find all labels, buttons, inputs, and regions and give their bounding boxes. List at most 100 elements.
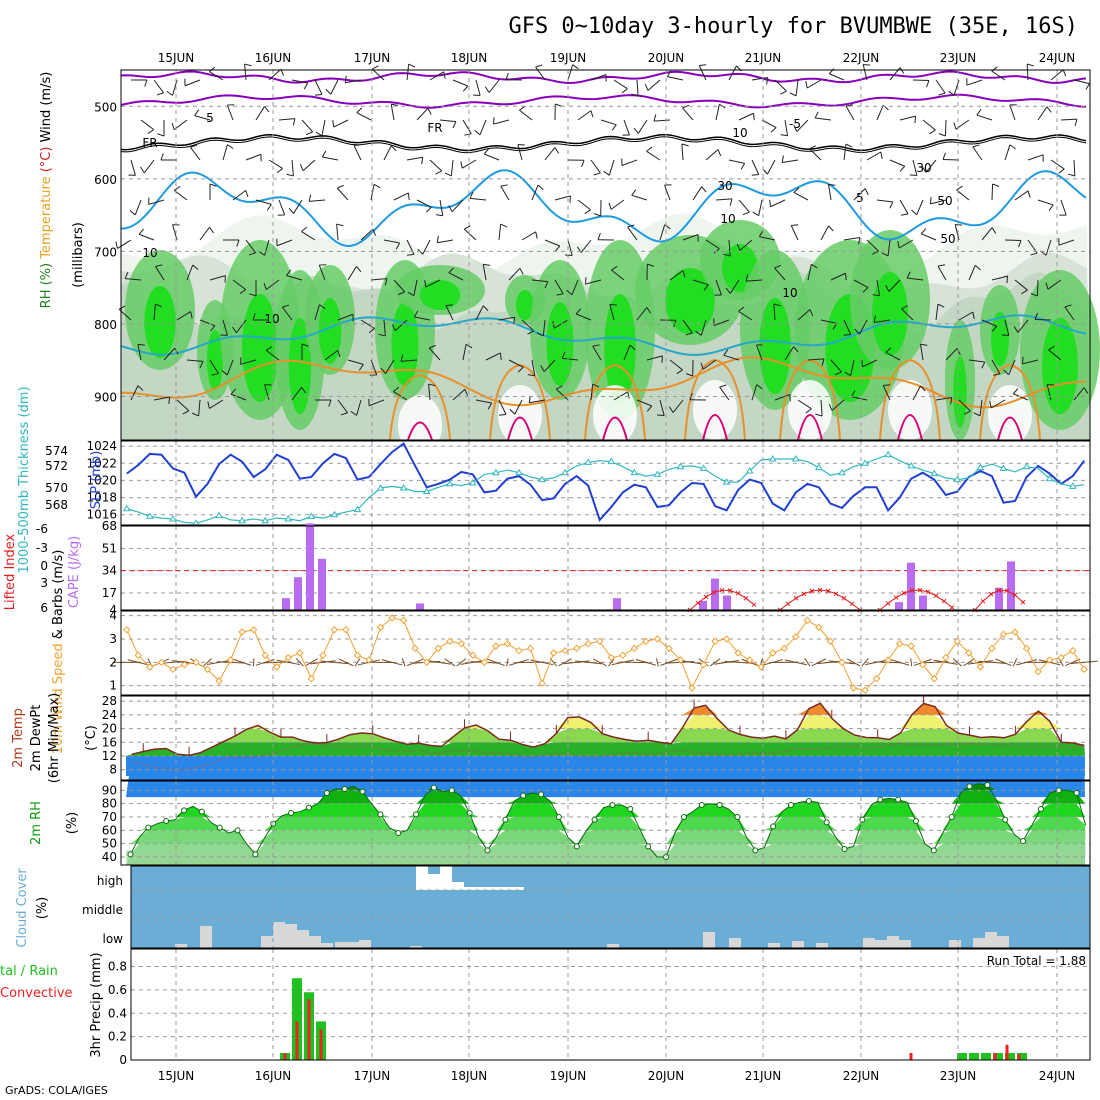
wind-barb xyxy=(876,105,884,121)
wind-barb xyxy=(383,239,400,244)
cloud-tick-label: high xyxy=(97,874,123,888)
wind-barb-flag xyxy=(911,209,918,216)
wind-barb xyxy=(613,79,628,90)
wind-barb xyxy=(278,199,286,216)
upper-air-panel: 5 -5 FR FR 10 10 5 10 10 30 50 10 30 50 500 600 700 800 90… xyxy=(39,51,1100,455)
wind-barb-flag xyxy=(325,88,332,95)
precip-total-bar xyxy=(981,1052,991,1060)
wind-barb xyxy=(406,156,423,161)
wind-barb-flag xyxy=(1001,334,1009,337)
rh-marker xyxy=(912,818,919,824)
wind-speed-marker xyxy=(826,637,835,646)
wind-barb xyxy=(575,313,592,321)
wind-barb xyxy=(153,396,170,401)
wind-barb xyxy=(1022,359,1039,365)
wind-barb xyxy=(963,658,975,667)
wind-barb xyxy=(456,658,467,667)
wind-barb xyxy=(381,659,403,666)
wind-barb xyxy=(498,316,515,321)
wind-barb-flag xyxy=(575,308,582,315)
wind-barb-flag xyxy=(527,330,534,335)
wind-barb-flag xyxy=(407,291,415,297)
wind-barb xyxy=(1050,159,1065,170)
wind-barb xyxy=(907,277,924,281)
wind-barb xyxy=(945,348,958,361)
wind-barb-flag xyxy=(166,90,173,96)
wind-barb xyxy=(861,658,869,667)
wind-barb xyxy=(853,279,869,288)
wind-barb-flag xyxy=(863,63,871,66)
thickness-marker xyxy=(722,478,731,485)
wind-barb-flag xyxy=(920,385,926,392)
thickness-tick-label: 568 xyxy=(45,498,68,512)
wind-barb xyxy=(830,359,842,373)
wind-barb xyxy=(203,658,212,667)
wind-barb xyxy=(830,272,846,281)
rh-blob-90 xyxy=(516,290,534,320)
wind-barb-flag xyxy=(171,122,175,130)
wind-barb-flag xyxy=(828,403,833,411)
temp-band xyxy=(126,703,1085,715)
thickness-marker xyxy=(999,464,1008,471)
wind-barb-flag xyxy=(740,163,746,170)
wind-speed-marker xyxy=(526,644,535,653)
wind-barb xyxy=(627,226,638,241)
wind-barb xyxy=(498,399,507,415)
contour-label: FR xyxy=(427,121,442,135)
cloud-high-bar xyxy=(428,874,440,890)
wind-barb-flag xyxy=(653,114,657,122)
li-tick-label: 6 xyxy=(40,601,48,615)
cloud-high-bar xyxy=(452,882,464,890)
wind-barb xyxy=(738,112,754,121)
wind-barb-flag xyxy=(408,63,416,68)
wind-barb-flag xyxy=(337,184,344,189)
wind-barb-flag xyxy=(629,344,636,351)
wind-tick-label: 3 xyxy=(109,632,117,646)
wind-barb xyxy=(268,68,282,81)
cloud-high-bar xyxy=(464,887,524,890)
wind-barb xyxy=(991,359,1001,375)
rh-band xyxy=(126,817,1086,831)
rh-marker xyxy=(555,814,562,820)
wind-speed-marker xyxy=(123,625,131,634)
rh-marker xyxy=(805,798,812,804)
precip-total-bar xyxy=(993,1052,1003,1060)
wind-barb-flag xyxy=(1013,326,1019,333)
thickness-marker xyxy=(607,457,616,465)
wind-barb xyxy=(276,239,293,247)
rh-marker xyxy=(538,791,545,798)
date-tick-label: 21JUN xyxy=(745,51,782,65)
rh-marker xyxy=(323,790,330,796)
thickness-marker xyxy=(953,475,962,483)
wind-barb-flag xyxy=(584,209,591,215)
wind-barb xyxy=(968,265,976,281)
wind-barb xyxy=(140,119,155,131)
wind-barb-flag xyxy=(937,264,945,267)
wind-barb-flag xyxy=(328,399,332,407)
precip-tick-label: 0.6 xyxy=(108,983,127,997)
wind-speed-marker xyxy=(238,628,246,636)
wind-speed-marker xyxy=(226,656,235,664)
thickness-marker xyxy=(538,475,546,483)
date-tick-label: 16JUN xyxy=(255,1069,292,1083)
wind-speed-marker xyxy=(353,651,362,660)
wind-barb xyxy=(460,659,486,665)
wind-speed-marker xyxy=(203,665,212,674)
wind-speed-marker xyxy=(515,646,523,655)
wind-barb-flag xyxy=(263,282,267,290)
wind-barb xyxy=(383,319,386,336)
wind-speed-marker xyxy=(1011,628,1019,636)
wind-barb-flag xyxy=(828,68,835,75)
rh-marker xyxy=(1073,790,1080,796)
wind-speed-marker xyxy=(307,674,316,683)
wind-barb xyxy=(301,119,314,133)
wind-barb xyxy=(1037,199,1054,206)
wind-barb-flag xyxy=(666,70,672,77)
rh-band xyxy=(126,830,1086,844)
wind-barb xyxy=(715,198,732,201)
wind-barb xyxy=(452,79,469,87)
wind-barb-flag xyxy=(210,325,216,332)
wind-barb xyxy=(462,119,472,134)
wind-barb-flag xyxy=(611,265,618,271)
cloud-low-bar xyxy=(949,940,961,948)
